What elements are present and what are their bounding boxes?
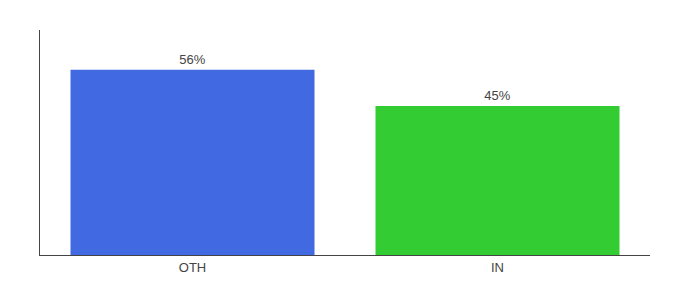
svg-text:56%: 56% — [179, 52, 205, 67]
svg-text:IN: IN — [491, 260, 504, 275]
svg-text:OTH: OTH — [179, 260, 206, 275]
svg-text:45%: 45% — [484, 88, 510, 103]
